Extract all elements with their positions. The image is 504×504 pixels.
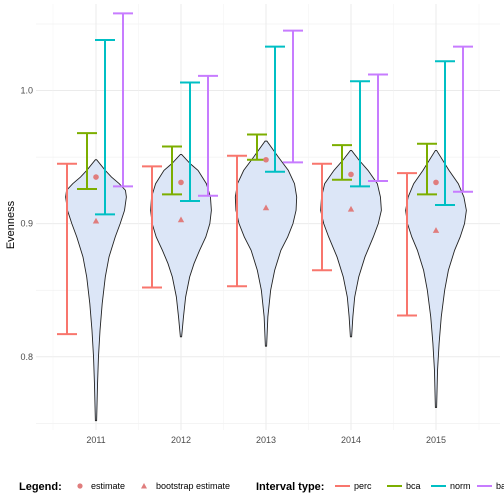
violin-2015 (405, 149, 467, 408)
interval-norm-2011 (95, 38, 115, 216)
violin-2013 (234, 140, 298, 347)
legend-label-bca: bca (406, 481, 421, 491)
interval-bca-2015 (417, 142, 437, 196)
bootstrap-point-2011 (92, 217, 100, 224)
legend-estimate-key (77, 483, 83, 489)
axes: 0.8 0.9 1.0 2011 2012 2013 2014 2015 (20, 86, 446, 445)
bootstrap-point-2012 (177, 216, 185, 223)
estimate-point-2013 (263, 156, 269, 163)
interval-norm-2015 (435, 60, 455, 207)
x-tick-label: 2013 (256, 435, 276, 445)
violin-2014 (320, 149, 382, 338)
y-tick-label: 0.8 (20, 352, 33, 362)
violin-2011 (65, 159, 127, 422)
interval-ba-2012 (198, 74, 218, 197)
legend: Legend: estimate bootstrap estimate Interva… (19, 481, 504, 493)
x-tick-label: 2015 (426, 435, 446, 445)
bootstrap-point-2014 (347, 205, 355, 212)
interval-perc-2011 (57, 162, 77, 336)
interval-norm-2014 (350, 80, 370, 188)
legend-label-ba: ba (496, 481, 504, 491)
estimate-point-2012 (178, 179, 184, 186)
estimate-point-2014 (348, 171, 354, 178)
interval-perc-2012 (142, 165, 162, 289)
legend-bootstrap-key (141, 483, 147, 489)
bootstrap-point-2013 (262, 204, 270, 211)
y-tick-label: 1.0 (20, 86, 33, 96)
interval-norm-2013 (265, 45, 285, 173)
interval-group (57, 12, 473, 336)
y-tick-label: 0.9 (20, 219, 33, 229)
estimate-point-2015 (433, 179, 439, 186)
y-axis-title: Evenness (5, 200, 17, 249)
legend-label-perc: perc (354, 481, 372, 491)
interval-bca-2014 (332, 144, 352, 181)
violin-group (65, 140, 467, 422)
interval-perc-2013 (227, 154, 247, 288)
interval-ba-2014 (368, 73, 388, 183)
interval-perc-2014 (312, 162, 332, 272)
point-group (92, 156, 440, 233)
legend-label-norm: norm (450, 481, 471, 491)
interval-bca-2011 (77, 132, 97, 191)
interval-ba-2011 (113, 12, 133, 188)
legend-title: Legend: (19, 481, 62, 493)
interval-ba-2013 (283, 29, 303, 164)
bootstrap-point-2015 (432, 227, 440, 233)
estimate-point-2011 (93, 174, 99, 180)
legend-bootstrap-label: bootstrap estimate (156, 481, 230, 491)
interval-bca-2012 (162, 145, 182, 196)
interval-norm-2012 (180, 81, 200, 203)
legend-interval-title: Interval type: (256, 481, 324, 493)
x-tick-label: 2012 (171, 435, 191, 445)
x-tick-label: 2014 (341, 435, 361, 445)
legend-estimate-label: estimate (91, 481, 125, 491)
interval-ba-2015 (453, 45, 473, 193)
x-tick-label: 2011 (86, 435, 105, 445)
interval-perc-2015 (397, 172, 417, 317)
